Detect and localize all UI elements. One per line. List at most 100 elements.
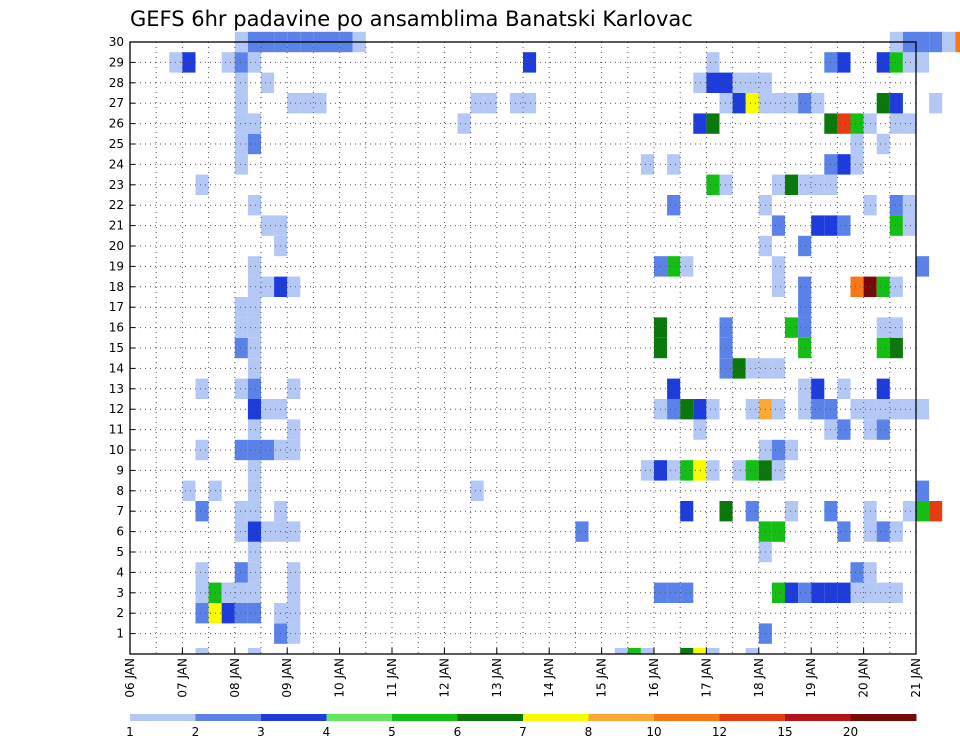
data-cell <box>929 501 943 522</box>
y-tick-label: 23 <box>109 178 124 192</box>
data-cell <box>798 317 812 338</box>
data-cell <box>745 93 759 114</box>
data-cell <box>195 582 209 603</box>
data-cell <box>261 276 275 297</box>
data-cell <box>916 31 930 53</box>
data-cell <box>719 317 733 338</box>
y-tick-label: 7 <box>116 504 124 518</box>
data-cell <box>889 215 903 236</box>
data-cell <box>889 399 903 420</box>
data-cell <box>287 521 301 542</box>
x-axis-ticks: 06 JAN 07 JAN 08 JAN 09 JAN 10 JAN 11 JAN 12 J… <box>123 648 923 698</box>
y-tick-label: 22 <box>109 198 124 212</box>
data-cell <box>680 648 694 654</box>
x-tick-label: 07 JAN <box>175 658 189 698</box>
data-cell <box>889 113 903 134</box>
data-cell <box>902 399 916 420</box>
data-cell <box>693 113 707 134</box>
data-cell <box>287 419 301 440</box>
data-cell <box>771 521 785 542</box>
colorbar-label: 15 <box>777 725 792 739</box>
data-cell <box>287 378 301 399</box>
data-cell <box>902 195 916 216</box>
data-cell <box>680 460 694 481</box>
data-cell <box>876 419 890 440</box>
x-tick-label: 12 JAN <box>437 658 451 698</box>
y-tick-label: 6 <box>116 525 124 539</box>
x-tick-label: 15 JAN <box>595 658 609 698</box>
colorbar-segment <box>261 714 327 721</box>
data-cell <box>693 419 707 440</box>
data-cell <box>889 337 903 359</box>
x-tick-label: 08 JAN <box>228 658 242 698</box>
data-cell <box>889 582 903 603</box>
data-cell <box>195 378 209 399</box>
data-cell <box>876 52 890 73</box>
y-tick-label: 12 <box>109 402 124 416</box>
data-cell <box>247 501 261 522</box>
data-cell <box>837 154 851 175</box>
y-tick-label: 28 <box>109 76 124 90</box>
x-tick-label: 16 JAN <box>647 658 661 698</box>
data-cell <box>261 72 275 93</box>
data-cell <box>889 52 903 73</box>
data-cell <box>234 317 248 338</box>
data-cell <box>850 582 864 603</box>
data-cell <box>811 399 825 420</box>
y-tick-label: 17 <box>109 300 124 314</box>
colorbar-label: 2 <box>192 725 200 739</box>
data-cell <box>706 52 720 73</box>
data-cell <box>195 439 209 461</box>
y-tick-label: 4 <box>116 565 124 579</box>
y-tick-label: 29 <box>109 55 124 69</box>
data-cell <box>837 113 851 134</box>
colorbar-label: 7 <box>519 725 527 739</box>
data-cell <box>902 215 916 236</box>
data-cell <box>234 133 248 155</box>
data-cell <box>247 521 261 542</box>
data-cell <box>234 378 248 399</box>
data-cell <box>247 297 261 318</box>
data-cell <box>785 501 799 522</box>
colorbar-label: 5 <box>388 725 396 739</box>
data-cell <box>680 399 694 420</box>
y-tick-label: 26 <box>109 117 124 131</box>
data-cell <box>261 521 275 542</box>
y-tick-label: 3 <box>116 586 124 600</box>
data-cell <box>719 337 733 359</box>
data-cell <box>247 541 261 563</box>
data-cell <box>771 582 785 603</box>
colorbar-segment <box>392 714 458 721</box>
x-tick-label: 19 JAN <box>804 658 818 698</box>
data-cell <box>234 337 248 359</box>
data-cell <box>902 113 916 134</box>
data-cell <box>837 215 851 236</box>
data-cell <box>785 439 799 461</box>
x-tick-label: 06 JAN <box>123 658 137 698</box>
data-cell <box>234 72 248 93</box>
data-cell <box>719 72 733 93</box>
data-cell <box>876 133 890 155</box>
colorbar-label: 6 <box>454 725 462 739</box>
y-tick-label: 27 <box>109 96 124 110</box>
data-cell <box>916 399 930 420</box>
data-cell <box>889 195 903 216</box>
colorbar-segment <box>785 714 851 721</box>
data-cell <box>287 623 301 644</box>
colorbar-label: 12 <box>712 725 727 739</box>
data-cell <box>234 154 248 175</box>
data-cell <box>614 648 628 654</box>
data-cell <box>771 358 785 379</box>
data-cell <box>876 317 890 338</box>
data-cell <box>523 52 537 73</box>
data-cell <box>771 399 785 420</box>
data-cell <box>247 399 261 420</box>
data-cell <box>287 562 301 583</box>
data-cell <box>745 460 759 481</box>
data-cell <box>575 521 589 542</box>
data-cell <box>300 93 314 114</box>
data-cell <box>916 52 930 73</box>
data-cell <box>916 256 930 277</box>
data-cell <box>247 460 261 481</box>
data-cell <box>234 113 248 134</box>
